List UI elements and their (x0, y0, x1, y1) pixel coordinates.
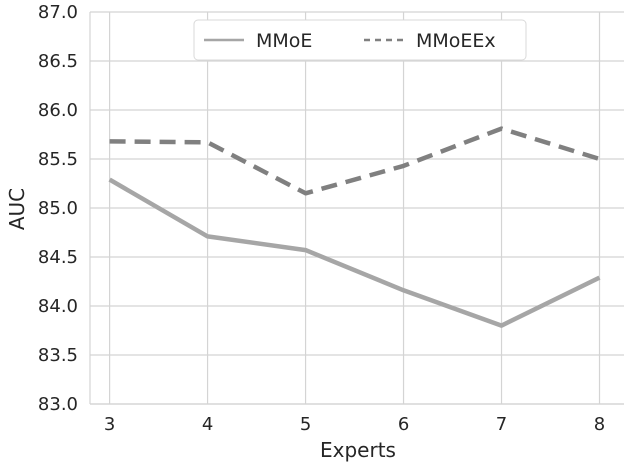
x-tick-label: 6 (398, 414, 409, 435)
y-tick-label: 86.0 (38, 100, 78, 121)
x-tick-label: 3 (104, 414, 115, 435)
x-axis-label: Experts (320, 438, 396, 462)
y-tick-label: 85.5 (38, 149, 78, 170)
x-tick-label: 7 (496, 414, 507, 435)
grid (89, 11, 624, 405)
y-tick-label: 83.0 (38, 394, 78, 415)
series-line-mmoe (108, 177, 601, 328)
y-tick-label: 83.5 (38, 345, 78, 366)
y-tick-label: 86.5 (38, 51, 78, 72)
legend-frame (193, 19, 527, 61)
legend: MMoE MMoEEx (193, 19, 527, 61)
legend-label-mmoeex: MMoEEx (416, 30, 496, 52)
x-tick-label: 4 (202, 414, 213, 435)
y-tick-label: 84.5 (38, 247, 78, 268)
legend-label-mmoe: MMoE (256, 30, 312, 52)
y-tick-label: 85.0 (38, 198, 78, 219)
series-lines (108, 126, 601, 328)
y-axis-label: AUC (5, 188, 29, 230)
tick-labels: 83.0 83.5 84.0 84.5 85.0 85.5 86.0 86.5 87.0 3 4 5 6… (38, 2, 605, 435)
x-tick-label: 5 (300, 414, 311, 435)
series-line-mmoeex (109, 126, 601, 196)
y-tick-label: 87.0 (38, 2, 78, 23)
x-tick-label: 8 (594, 414, 605, 435)
y-tick-label: 84.0 (38, 296, 78, 317)
